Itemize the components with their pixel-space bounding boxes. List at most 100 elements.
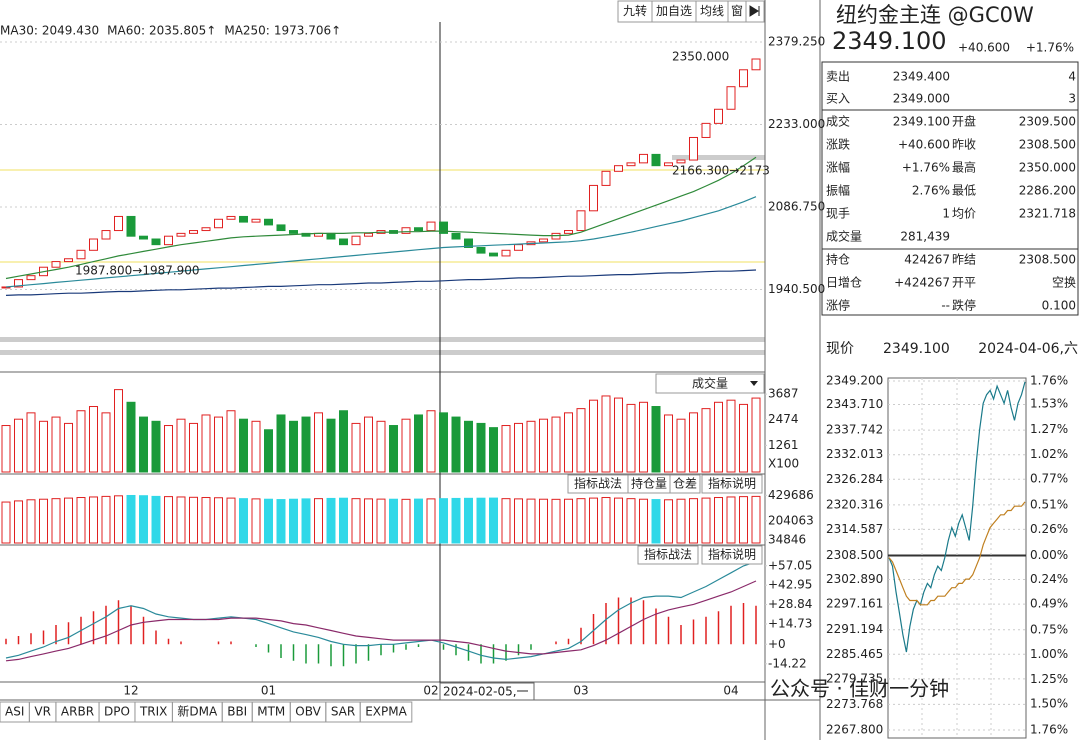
y-tick-label: 2337.742 — [826, 423, 883, 437]
candle — [26, 275, 36, 281]
y2-tick-label: 0.77% — [1030, 472, 1068, 486]
candle — [476, 246, 486, 254]
button[interactable]: 仓差 — [673, 477, 697, 491]
bar — [601, 395, 611, 473]
candle — [364, 232, 373, 237]
quote-label: 涨停 — [826, 298, 850, 313]
y-tick-label: +14.73 — [768, 616, 812, 630]
ma-line — [5, 156, 757, 280]
button[interactable]: 成交量 — [692, 376, 728, 391]
bar — [51, 498, 61, 544]
y2-tick-label: 0.24% — [1030, 572, 1068, 586]
bar — [314, 412, 323, 473]
candle — [251, 218, 261, 223]
bar — [101, 495, 111, 544]
x-tick-label: 03 — [573, 684, 588, 698]
bar — [751, 397, 761, 473]
button[interactable]: 指标战法 — [574, 476, 622, 491]
button[interactable]: 指标战法 — [644, 547, 692, 562]
icon[interactable] — [750, 381, 758, 386]
button[interactable]: 九转 — [623, 3, 647, 18]
bar — [151, 420, 161, 473]
y-tick-label: 2379.250 — [768, 34, 825, 48]
button-frame[interactable] — [655, 373, 765, 394]
quote-value: -- — [941, 299, 950, 313]
y-tick-label: 2308.500 — [826, 548, 883, 562]
quote-value: 2350.000 — [1019, 161, 1076, 175]
bar — [26, 499, 36, 544]
candle — [501, 249, 511, 257]
button[interactable]: 均线 — [700, 4, 724, 18]
bar — [339, 497, 348, 544]
button-frame[interactable] — [701, 474, 763, 494]
quote-label: 最低 — [952, 184, 976, 198]
quote-value: +1.76% — [902, 161, 950, 175]
button[interactable]: 指标说明 — [708, 547, 756, 562]
tab[interactable]: ASI — [5, 705, 24, 719]
y-tick-label: 2279.735 — [826, 671, 883, 685]
button[interactable]: 加自选 — [656, 4, 692, 18]
quote-value: +424267 — [894, 276, 950, 290]
bar — [26, 412, 36, 473]
y-tick-label: 2086.750 — [768, 200, 825, 214]
bar — [539, 418, 548, 473]
y2-tick-label: 0.75% — [1030, 622, 1068, 636]
candle — [176, 232, 186, 237]
candle — [201, 227, 211, 232]
ma-line — [5, 269, 757, 296]
icon[interactable] — [749, 5, 760, 17]
tab-frame[interactable] — [359, 701, 413, 723]
quote-label: 涨跌 — [826, 137, 850, 152]
quote-value: 2309.500 — [1019, 115, 1076, 129]
bar — [701, 497, 711, 544]
quote-value: +40.600 — [898, 138, 950, 152]
button-frame[interactable] — [637, 545, 699, 565]
quote-value: 281,439 — [900, 230, 950, 244]
legend-name: MA30: — [0, 24, 38, 38]
quote-label: 振幅 — [826, 183, 850, 198]
tab[interactable]: DPO — [104, 705, 130, 719]
bar — [689, 498, 698, 544]
ma-line — [5, 196, 757, 288]
bar — [301, 416, 311, 473]
button[interactable]: 指标说明 — [708, 476, 756, 491]
bar — [351, 498, 361, 544]
quote-label: 成交 — [826, 114, 850, 129]
legend-value: 2049.430 — [42, 24, 99, 38]
quote-value: 0.100 — [1042, 299, 1076, 313]
y-tick-label: 2291.194 — [826, 622, 883, 636]
bar — [676, 418, 686, 473]
legend-value: 1973.706 — [274, 24, 331, 38]
candle — [626, 162, 636, 167]
tab[interactable]: TRIX — [139, 705, 167, 719]
now-label: 现价 — [826, 341, 854, 357]
tab[interactable]: OBV — [295, 705, 321, 719]
tab[interactable]: MTM — [257, 705, 285, 719]
bar — [576, 498, 586, 544]
bar — [589, 497, 598, 544]
bar — [264, 498, 273, 544]
candle — [539, 238, 548, 243]
bar — [576, 408, 586, 473]
tab[interactable]: 新DMA — [177, 704, 218, 719]
bar — [514, 498, 523, 544]
quote-value: 424267 — [904, 253, 950, 267]
bar — [414, 414, 423, 473]
bar — [389, 498, 398, 544]
button-frame[interactable] — [669, 474, 701, 494]
bar — [639, 498, 648, 544]
tab[interactable]: BBI — [227, 705, 247, 719]
tab[interactable]: SAR — [331, 705, 355, 719]
button[interactable]: 窗 — [731, 4, 743, 18]
bar — [526, 420, 536, 473]
candle — [451, 232, 461, 240]
tab[interactable]: EXPMA — [365, 705, 407, 719]
tab[interactable]: VR — [34, 705, 51, 719]
button[interactable]: 持仓量 — [631, 476, 667, 491]
tab[interactable]: ARBR — [61, 705, 94, 719]
button-frame[interactable] — [701, 545, 763, 565]
candle — [639, 153, 648, 164]
quote-value: 2349.100 — [893, 115, 950, 129]
ref-band — [0, 337, 765, 342]
y-tick-label: 2343.710 — [826, 397, 883, 411]
